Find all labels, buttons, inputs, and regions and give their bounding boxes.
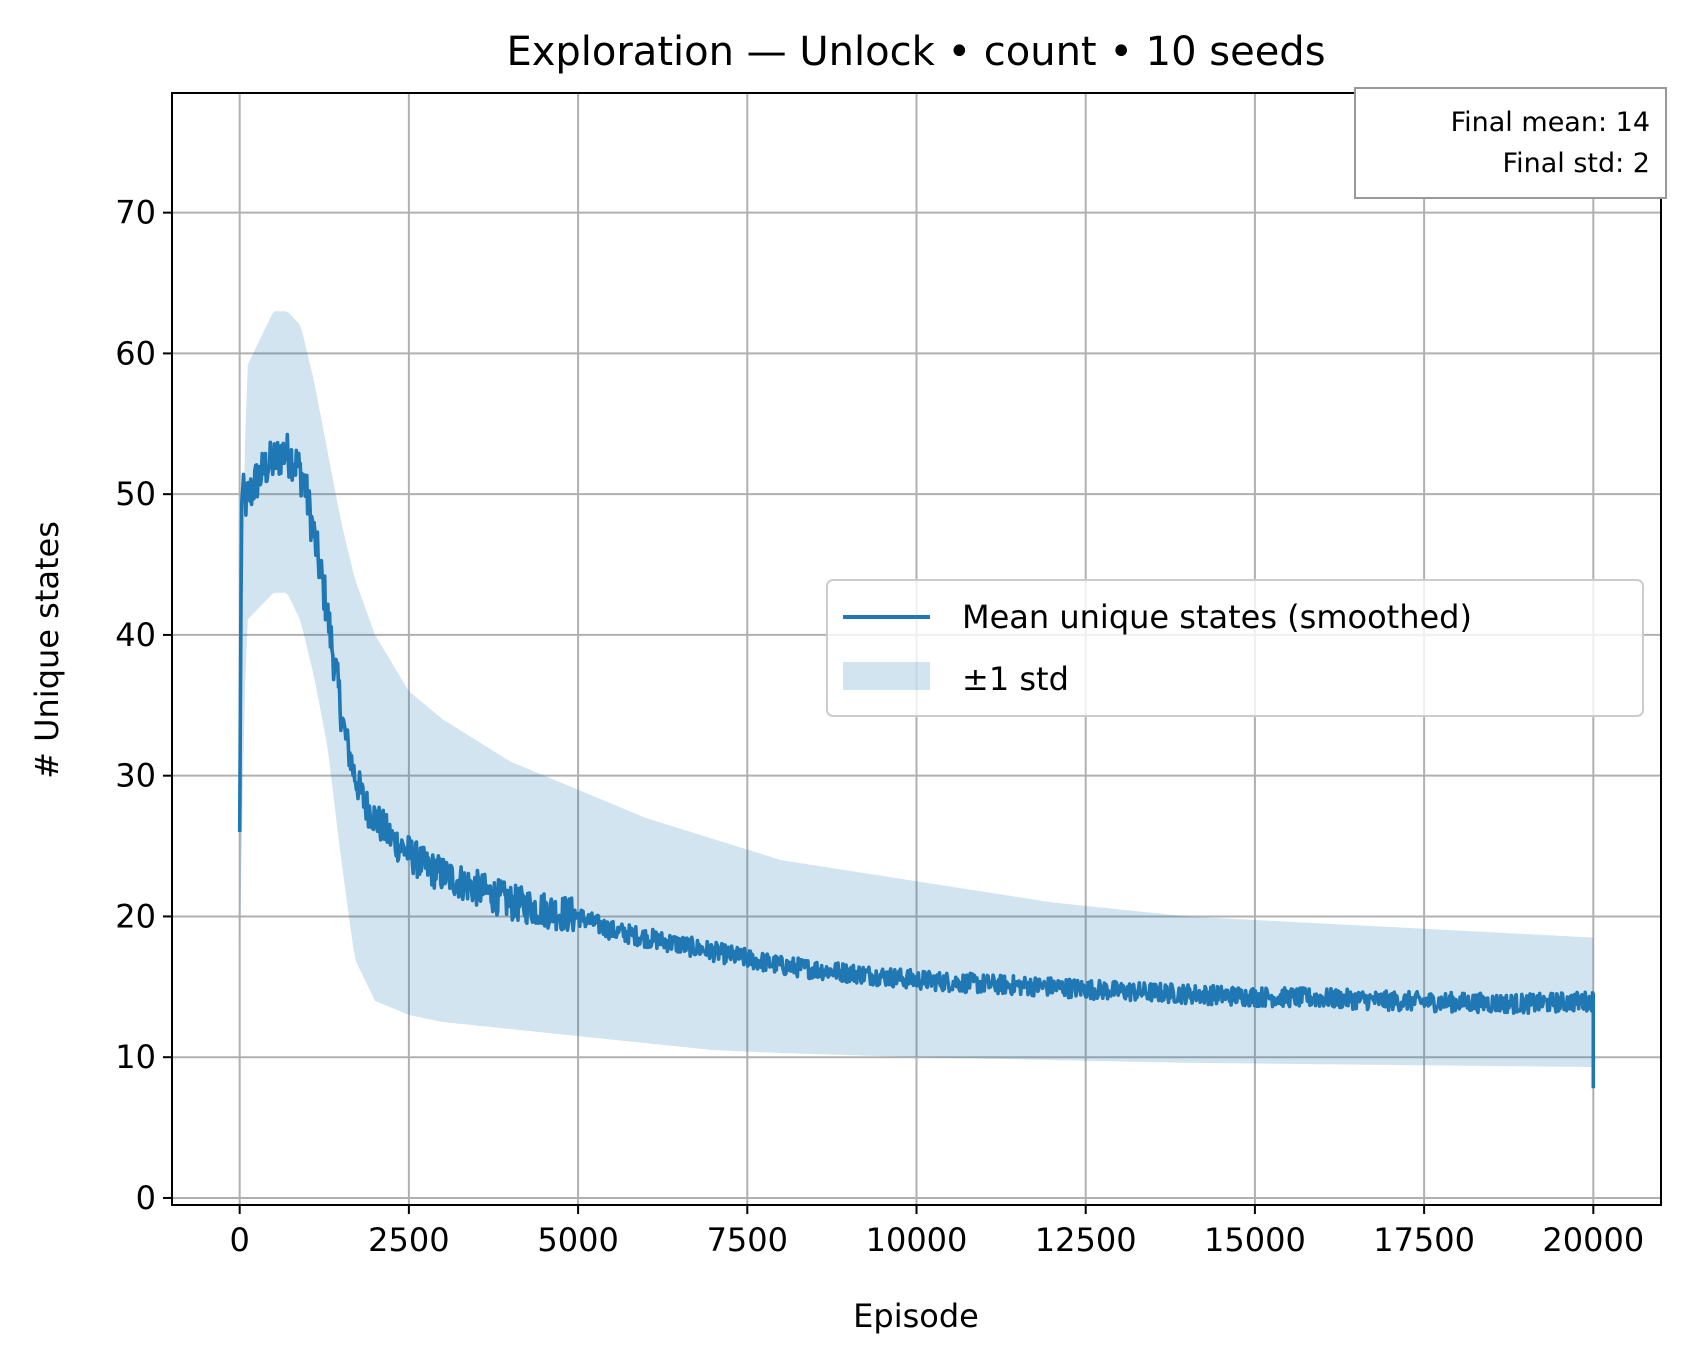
x-tick-label: 12500	[1035, 1221, 1137, 1259]
y-tick-label: 0	[136, 1179, 156, 1217]
legend: Mean unique states (smoothed) ±1 std	[826, 579, 1644, 717]
x-tick-label: 7500	[707, 1221, 788, 1259]
y-tick-label: 20	[115, 897, 156, 935]
y-tick-label: 40	[115, 616, 156, 654]
final-std-text: Final std: 2	[1503, 148, 1650, 179]
final-stats-box: Final mean: 14 Final std: 2	[1354, 87, 1667, 199]
y-tick-label: 30	[115, 757, 156, 795]
legend-mean-label: Mean unique states (smoothed)	[962, 598, 1472, 636]
y-tick-label: 50	[115, 475, 156, 513]
y-tick-label: 10	[115, 1038, 156, 1076]
x-tick-label: 17500	[1373, 1221, 1475, 1259]
final-stats-frame	[1354, 87, 1667, 199]
x-tick-label: 5000	[537, 1221, 618, 1259]
chart-title: Exploration — Unlock • count • 10 seeds	[506, 29, 1325, 75]
x-tick-label: 0	[230, 1221, 250, 1259]
x-tick-label: 10000	[866, 1221, 968, 1259]
mean-line-layer	[237, 432, 1596, 1089]
x-tick-label: 2500	[368, 1221, 449, 1259]
legend-std-swatch	[843, 662, 930, 690]
std-band	[239, 311, 1594, 1068]
legend-std-label: ±1 std	[962, 660, 1069, 698]
std-band-layer	[239, 311, 1594, 1068]
legend-box	[826, 579, 1644, 717]
mean-line	[237, 432, 1596, 1089]
final-mean-text: Final mean: 14	[1451, 107, 1650, 138]
x-axis-label: Episode	[853, 1297, 979, 1335]
y-tick-label: 60	[115, 334, 156, 372]
y-tick-label: 70	[115, 194, 156, 232]
y-axis-label: # Unique states	[28, 521, 66, 779]
axis-ticks: 0 2500 5000 7500 10000 12500 15000 17500 20000 0 1…	[115, 194, 1644, 1259]
x-tick-label: 15000	[1204, 1221, 1306, 1259]
x-tick-label: 20000	[1542, 1221, 1644, 1259]
